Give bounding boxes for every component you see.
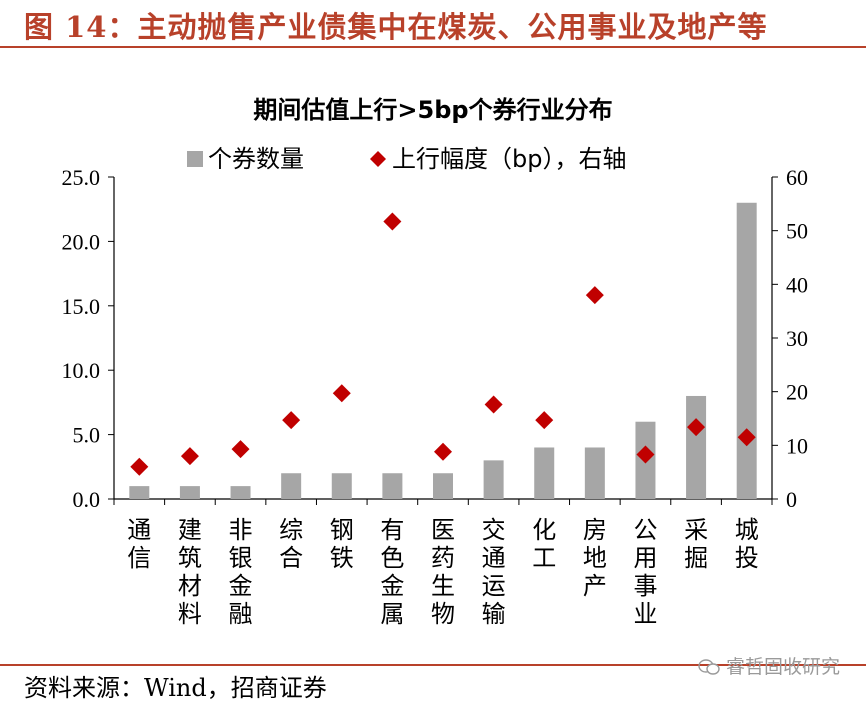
bar-series bbox=[129, 202, 757, 499]
category-label: 公用事业 bbox=[633, 516, 657, 628]
legend-label-bp: 上行幅度（bp），右轴 bbox=[392, 145, 626, 173]
y-right-tick-label: 0 bbox=[786, 487, 797, 512]
category-label: 房地产 bbox=[583, 516, 607, 600]
watermark-text: 睿哲固收研究 bbox=[725, 656, 840, 678]
category-label: 建筑材料 bbox=[178, 516, 202, 628]
scatter-point bbox=[231, 440, 250, 459]
scatter-point bbox=[434, 442, 452, 461]
legend: 个券数量 上行幅度（bp），右轴 bbox=[187, 145, 626, 173]
y-left-tick-label: 25.0 bbox=[62, 165, 101, 190]
category-label: 交通运输 bbox=[482, 516, 506, 628]
bar bbox=[179, 486, 200, 499]
figure-header: 图 14：主动抛售产业债集中在煤炭、公用事业及地产等 bbox=[0, 0, 866, 48]
bar bbox=[584, 447, 605, 499]
scatter-point bbox=[332, 384, 351, 403]
axes: 0.0 5.0 10.0 15.0 20.0 25.0 0 10 20 30 40 50 60 bbox=[62, 165, 809, 512]
scatter-point bbox=[535, 411, 554, 430]
footer-rule bbox=[0, 664, 866, 666]
scatter-point bbox=[636, 445, 655, 464]
y-right-tick-label: 30 bbox=[786, 326, 808, 351]
watermark: 睿哲固收研究 bbox=[698, 652, 840, 679]
y-right-tick-label: 50 bbox=[786, 219, 808, 244]
bar bbox=[736, 202, 757, 499]
y-right-tick-label: 40 bbox=[786, 272, 808, 297]
y-left-tick-label: 15.0 bbox=[62, 294, 101, 319]
scatter-point bbox=[383, 212, 402, 231]
y-left-tick-label: 20.0 bbox=[62, 229, 101, 254]
category-label: 非银金融 bbox=[229, 516, 253, 628]
scatter-point bbox=[737, 428, 756, 447]
y-left-tick-label: 0.0 bbox=[73, 487, 101, 512]
bar bbox=[534, 447, 555, 499]
category-label: 化工 bbox=[532, 516, 556, 572]
category-label: 城投 bbox=[735, 516, 759, 572]
bar bbox=[331, 473, 352, 499]
legend-diamond-swatch bbox=[370, 151, 386, 167]
y-right-tick-label: 10 bbox=[786, 433, 808, 458]
y-left-tick-label: 5.0 bbox=[73, 423, 101, 448]
category-label: 钢铁 bbox=[330, 516, 354, 572]
wechat-icon bbox=[698, 659, 720, 675]
scatter-point bbox=[484, 395, 503, 414]
category-label: 有色金属 bbox=[380, 516, 404, 628]
category-label: 通信 bbox=[127, 516, 151, 572]
scatter-point bbox=[687, 418, 706, 437]
category-label: 医药生物 bbox=[431, 516, 455, 628]
scatter-point bbox=[282, 411, 301, 430]
scatter-point bbox=[180, 447, 199, 466]
category-label: 综合 bbox=[279, 516, 303, 572]
y-left-tick-label: 10.0 bbox=[62, 358, 101, 383]
category-label: 采掘 bbox=[684, 516, 708, 572]
legend-label-count: 个券数量 bbox=[208, 145, 304, 173]
scatter-point bbox=[130, 457, 149, 476]
bar bbox=[433, 473, 453, 499]
bar bbox=[483, 460, 504, 499]
chart-title-group: 期间估值上行>5bp个券行业分布 bbox=[253, 96, 612, 124]
legend-bar-swatch bbox=[187, 151, 203, 167]
bar bbox=[281, 473, 302, 499]
source-note: 资料来源：Wind，招商证券 bbox=[24, 674, 327, 702]
y-right-tick-label: 60 bbox=[786, 165, 808, 190]
bar bbox=[129, 486, 150, 499]
chart: 期间估值上行>5bp个券行业分布 个券数量 上行幅度（bp），右轴 0.0 5.0 1… bbox=[62, 96, 809, 628]
y-right-tick-label: 20 bbox=[786, 380, 808, 405]
bar bbox=[230, 486, 251, 499]
chart-title: 期间估值上行>5bp个券行业分布 bbox=[253, 96, 612, 124]
bar bbox=[686, 395, 707, 499]
scatter-point bbox=[585, 286, 604, 305]
scatter-series bbox=[130, 212, 756, 476]
bar bbox=[382, 473, 403, 499]
header-rule bbox=[0, 46, 866, 48]
figure-title: 图 14：主动抛售产业债集中在煤炭、公用事业及地产等 bbox=[24, 10, 768, 44]
